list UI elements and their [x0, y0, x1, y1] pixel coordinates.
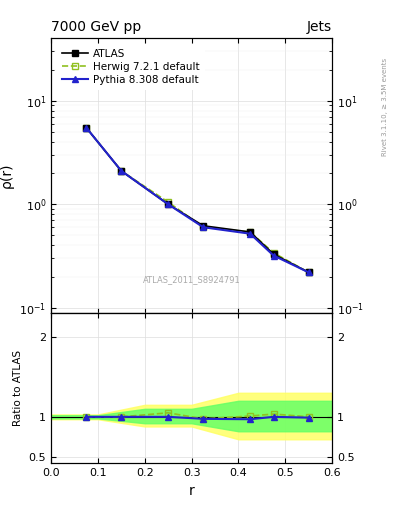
Line: Herwig 7.2.1 default: Herwig 7.2.1 default	[83, 124, 312, 276]
Pythia 8.308 default	[201, 224, 206, 230]
Pythia 8.308 default	[248, 230, 252, 237]
ATLAS	[271, 251, 276, 257]
Legend: ATLAS, Herwig 7.2.1 default, Pythia 8.308 default: ATLAS, Herwig 7.2.1 default, Pythia 8.30…	[56, 44, 205, 90]
ATLAS	[248, 229, 252, 235]
Pythia 8.308 default	[306, 269, 311, 275]
Text: 7000 GeV pp: 7000 GeV pp	[51, 20, 141, 34]
Text: ATLAS_2011_S8924791: ATLAS_2011_S8924791	[143, 275, 241, 284]
Y-axis label: ρ(r): ρ(r)	[0, 163, 14, 188]
Line: Pythia 8.308 default: Pythia 8.308 default	[83, 124, 312, 276]
Pythia 8.308 default	[166, 201, 171, 207]
Herwig 7.2.1 default	[248, 229, 252, 235]
ATLAS	[306, 269, 311, 275]
X-axis label: r: r	[189, 484, 195, 498]
ATLAS	[84, 124, 88, 131]
Herwig 7.2.1 default	[119, 168, 124, 174]
Herwig 7.2.1 default	[271, 250, 276, 256]
Herwig 7.2.1 default	[166, 199, 171, 205]
Pythia 8.308 default	[84, 124, 88, 131]
Pythia 8.308 default	[119, 168, 124, 174]
ATLAS	[119, 168, 124, 174]
Line: ATLAS: ATLAS	[83, 124, 312, 276]
Herwig 7.2.1 default	[306, 269, 311, 275]
Herwig 7.2.1 default	[84, 124, 88, 131]
ATLAS	[201, 223, 206, 229]
Text: Jets: Jets	[307, 20, 332, 34]
Pythia 8.308 default	[271, 252, 276, 259]
Herwig 7.2.1 default	[201, 224, 206, 230]
Y-axis label: Ratio to ATLAS: Ratio to ATLAS	[13, 350, 23, 426]
ATLAS	[166, 201, 171, 207]
Text: Rivet 3.1.10, ≥ 3.5M events: Rivet 3.1.10, ≥ 3.5M events	[382, 58, 388, 156]
